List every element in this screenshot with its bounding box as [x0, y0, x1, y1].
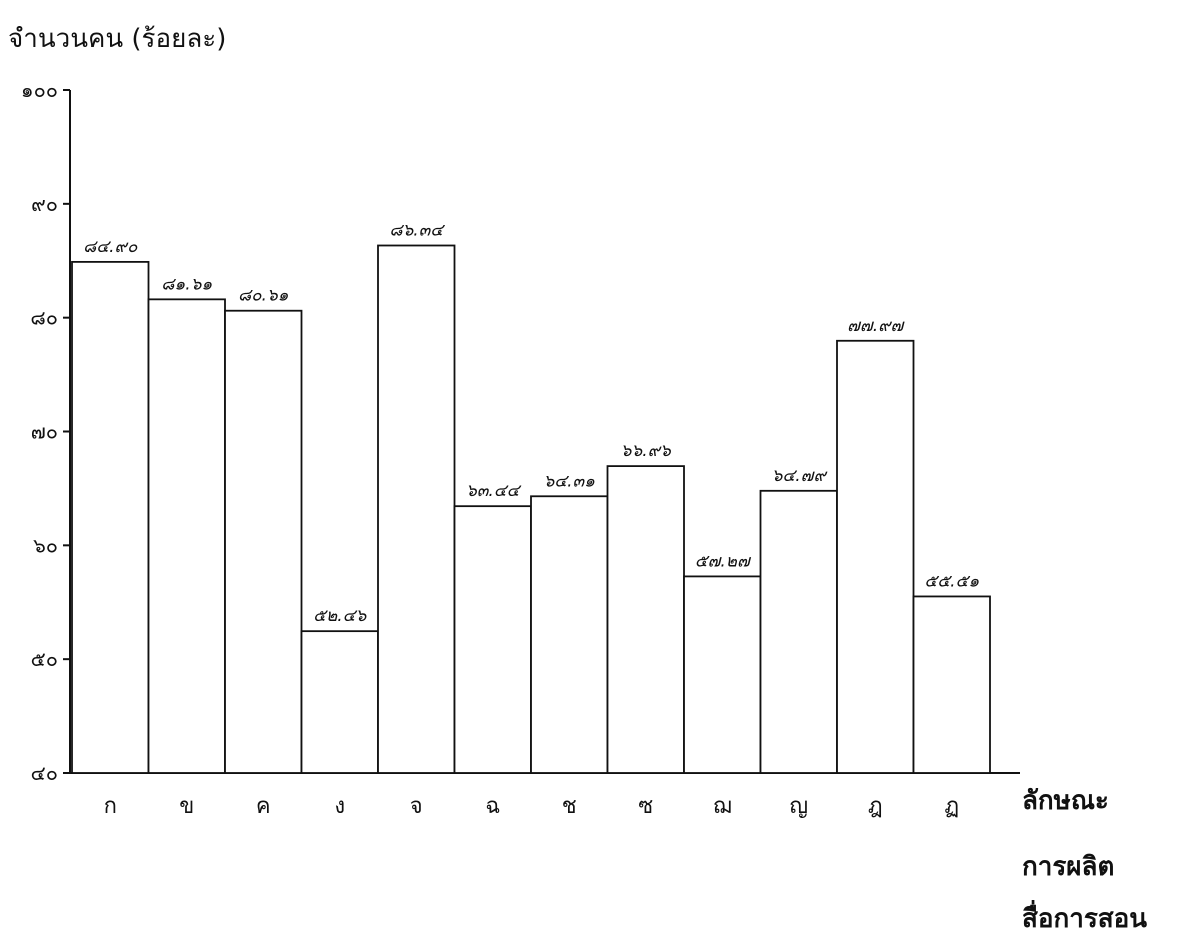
y-tick-label: ๑๐๐	[21, 78, 58, 102]
bar-value-label: ๕๒.๔๖	[313, 606, 367, 626]
bar-value-label: ๖๖.๙๖	[621, 441, 672, 461]
x-tick-label: ซ	[638, 794, 653, 819]
bar	[759, 489, 838, 774]
bar-value-label: ๖๔.๗๙	[772, 466, 828, 486]
bar-value-label: ๘๑.๖๑	[161, 274, 212, 294]
x-tick-label: ง	[334, 794, 345, 819]
x-tick-label: ค	[256, 794, 271, 819]
y-tick-label: ๖๐	[33, 533, 58, 557]
bar-value-label: ๕๗.๒๗	[695, 551, 752, 571]
bar	[453, 505, 532, 774]
bar-value-label: ๗๗.๙๗	[847, 316, 905, 336]
bar	[377, 244, 456, 774]
chart-labels: ๘๔.๙๐ก ๘๑.๖๑ข ๘๐.๖๑ค ๕๒.๔๖ง ๘๖.๓๔จ ๖๓.๔๔ฉ ๖๔.๓…	[83, 220, 979, 819]
x-tick-label: ฎ	[868, 794, 883, 819]
x-tick-label: ข	[179, 794, 194, 819]
y-tick-label: ๘๐	[30, 306, 58, 330]
x-tick-label: ก	[104, 794, 117, 819]
y-tick-label: ๙๐	[31, 192, 58, 216]
x-axis-title-line-2: การผลิต	[1022, 852, 1115, 882]
bar	[224, 309, 303, 774]
bar-value-label: ๘๐.๖๑	[238, 286, 289, 306]
bar	[71, 260, 150, 774]
y-tick-label: ๗๐	[31, 420, 58, 444]
x-axis-title-line-1: ลักษณะ	[1022, 786, 1109, 816]
bar-value-label: ๕๕.๕๑	[924, 571, 979, 591]
bar	[300, 630, 379, 774]
y-tick-label: ๕๐	[31, 647, 58, 671]
bar	[606, 465, 685, 774]
x-tick-label: ญ	[789, 794, 808, 819]
bar	[912, 595, 991, 774]
bar	[683, 575, 762, 774]
y-axis-title: จำนวนคน (ร้อยละ)	[8, 24, 227, 54]
x-tick-label: ฏ	[944, 794, 959, 819]
bar-value-label: ๘๔.๙๐	[83, 237, 138, 257]
x-tick-label: ฉ	[485, 794, 500, 819]
chart-bars	[71, 244, 991, 774]
x-tick-label: ฌ	[713, 794, 732, 819]
bar-value-label: ๘๖.๓๔	[389, 220, 445, 240]
bar	[836, 339, 915, 774]
y-tick-label: ๔๐	[31, 761, 58, 785]
bar-value-label: ๖๔.๓๑	[544, 471, 596, 491]
x-axis-title-line-3: สื่อการสอน	[1022, 904, 1148, 934]
x-tick-label: จ	[410, 794, 423, 819]
bar	[530, 495, 609, 774]
x-tick-label: ช	[562, 794, 577, 819]
bar-value-label: ๖๓.๔๔	[466, 481, 522, 501]
bar	[147, 298, 226, 774]
